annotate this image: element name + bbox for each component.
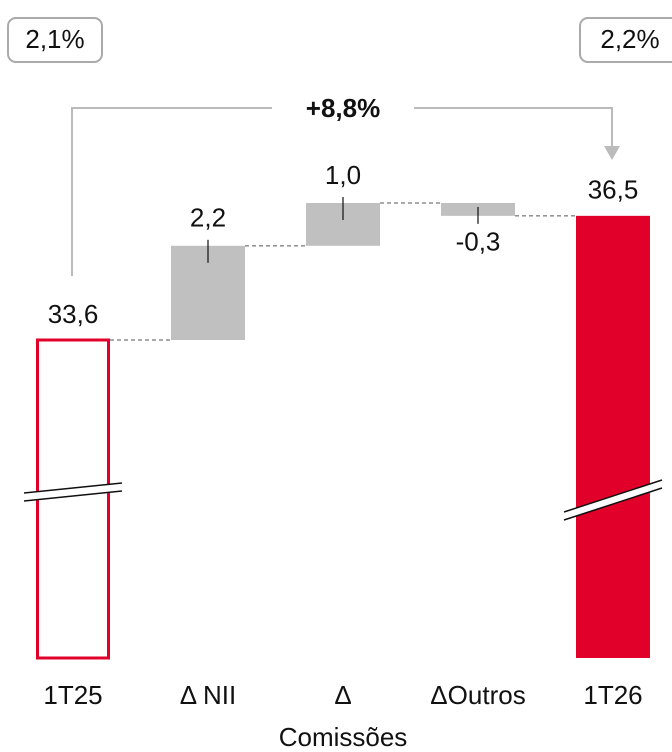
axis-break: [564, 480, 662, 520]
axis-break: [563, 479, 663, 513]
x-tick-label: Δ NII: [179, 680, 237, 710]
x-tick-label: Δ Comissões: [278, 680, 408, 752]
value-label: 36,5: [588, 175, 639, 205]
value-label: 2,2: [190, 203, 226, 233]
badge: 2,2%: [600, 24, 659, 54]
arrow-head: [604, 146, 620, 160]
x-tick-label: 1T26: [583, 680, 643, 710]
bracket: [414, 107, 613, 148]
growth-label: +8,8%: [306, 93, 380, 123]
x-tick-label: ΔOutros: [430, 680, 526, 710]
bar: [576, 215, 650, 658]
axis-break: [24, 483, 122, 501]
badge-box: [7, 17, 103, 63]
axis-break: [23, 490, 123, 502]
axis-break: [23, 482, 123, 494]
x-tick-label: 1T25: [43, 680, 103, 710]
badge: 2,1%: [25, 24, 84, 54]
axis-break: [563, 487, 663, 521]
badge-box: [579, 17, 672, 63]
bracket: [71, 107, 272, 276]
value-label: 1,0: [325, 160, 361, 190]
value-label: -0,3: [456, 227, 501, 257]
value-label: 33,6: [48, 299, 99, 329]
